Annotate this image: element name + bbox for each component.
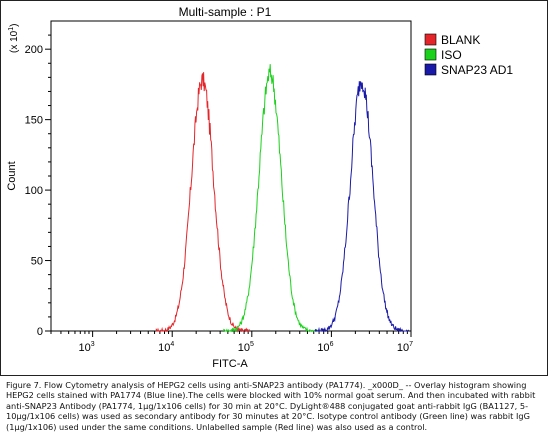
- figure-frame: Multi-sample : P1 103 104 105 106 107 0 50 100…: [0, 0, 548, 376]
- figure-caption: Figure 7. Flow Cytometry analysis of HEP…: [6, 380, 538, 432]
- legend-label: SNAP23 AD1: [441, 63, 513, 77]
- histogram-series-blank: [155, 72, 250, 333]
- legend-swatch: [424, 33, 437, 46]
- x-axis-label: FITC-A: [212, 358, 248, 370]
- y-tick-label: 0: [37, 326, 43, 338]
- x-tick-label: 104: [158, 341, 174, 354]
- chart-title: Multi-sample : P1: [179, 5, 272, 19]
- y-tick-label: 50: [31, 256, 43, 268]
- histogram-series-snap23-ad1: [314, 81, 409, 333]
- legend-swatch: [424, 48, 437, 61]
- histogram-chart: Multi-sample : P1 103 104 105 106 107 0 50 100…: [6, 5, 513, 370]
- x-tick-label: 103: [79, 341, 95, 354]
- y-axis-label: Count: [6, 161, 18, 190]
- x-tick-label: 106: [317, 341, 333, 354]
- y-multiplier-base: (x 10: [9, 30, 20, 53]
- x-tick-label: 107: [397, 341, 413, 354]
- legend-swatch: [424, 63, 437, 76]
- y-tick-label: 150: [25, 115, 43, 127]
- x-tick-label: 105: [238, 341, 254, 354]
- legend-label: ISO: [441, 48, 462, 62]
- plot-area: [50, 20, 412, 332]
- y-axis-multiplier: (x 101): [8, 24, 20, 53]
- y-tick-label: 100: [25, 185, 43, 197]
- histogram-series-iso: [222, 64, 318, 333]
- y-multiplier-exponent: 1: [8, 27, 15, 31]
- legend-label: BLANK: [441, 33, 480, 47]
- y-multiplier-close: ): [9, 24, 20, 27]
- y-tick-label: 200: [25, 44, 43, 56]
